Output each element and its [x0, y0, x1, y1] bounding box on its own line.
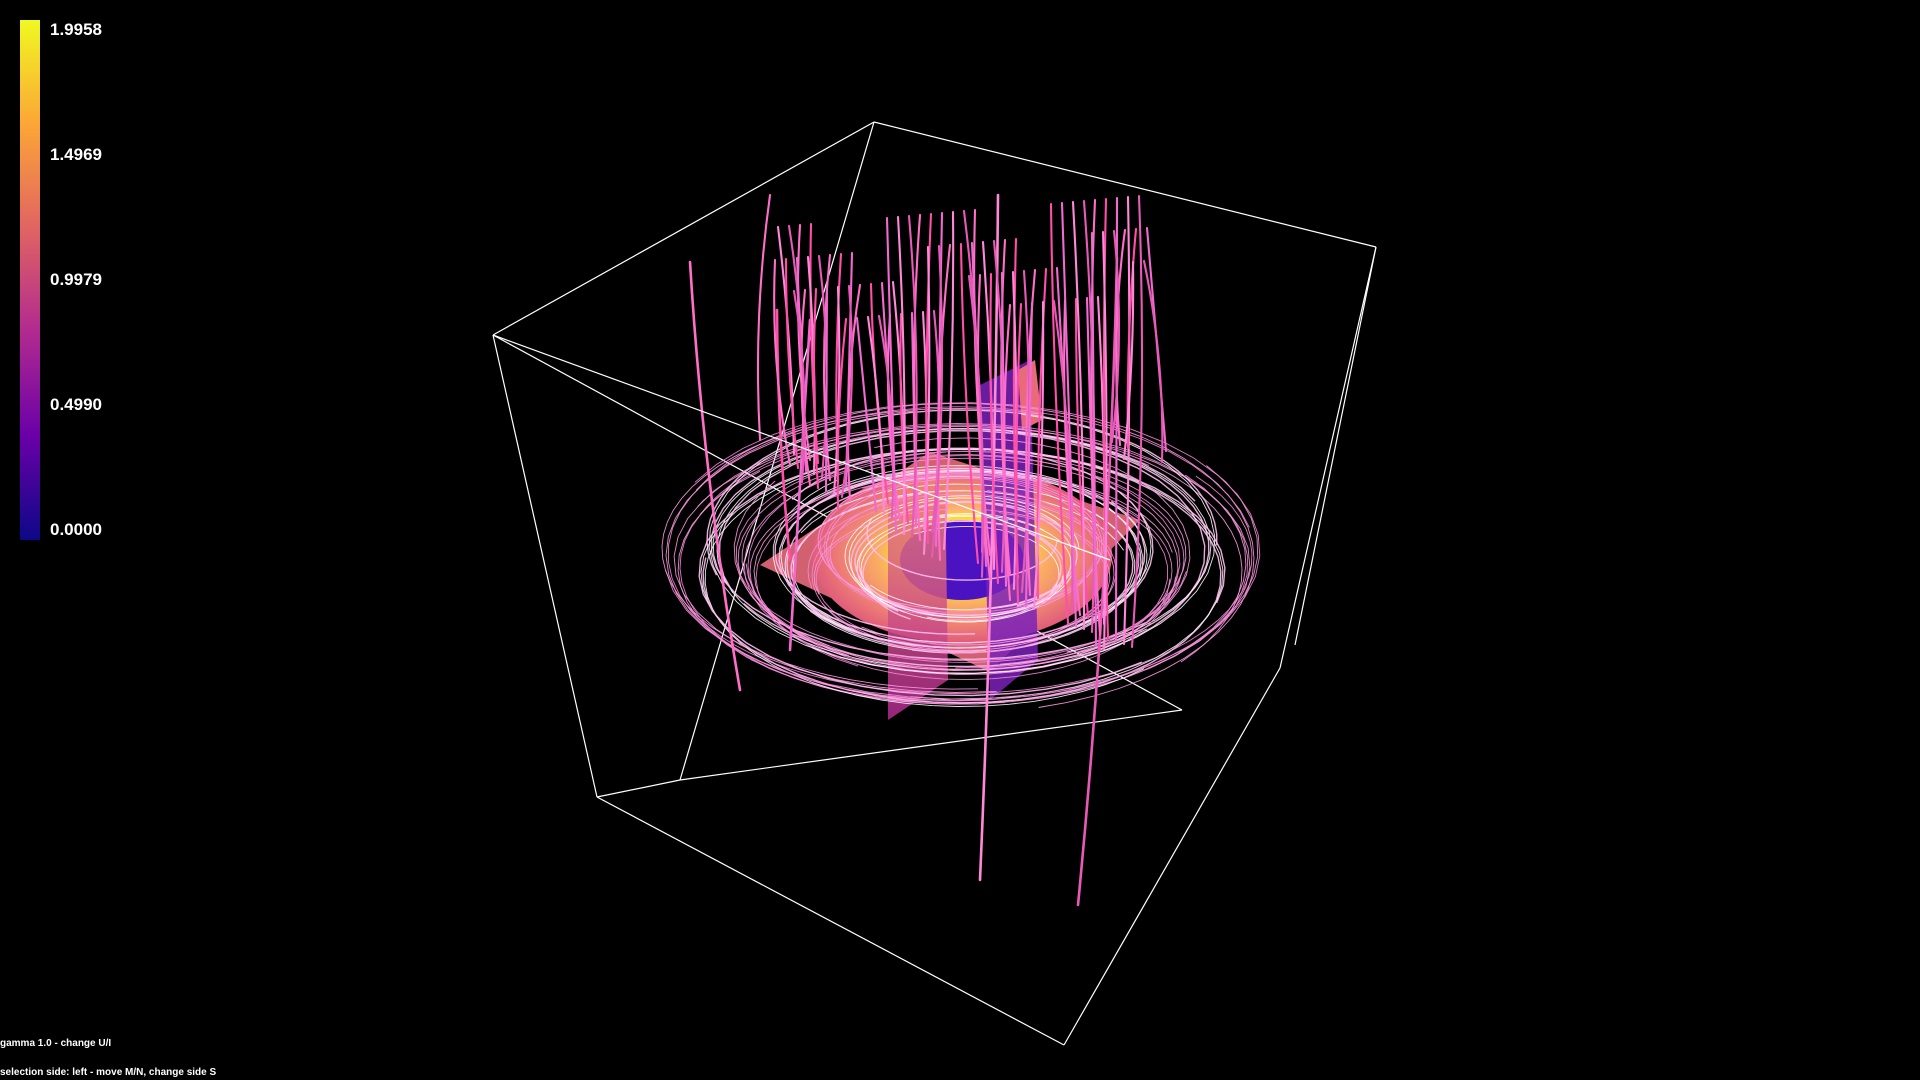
vertical-streamlines: [688, 193, 1168, 907]
box-edge: [492, 334, 598, 798]
vertical-streamline: [788, 318, 812, 652]
vertical-streamline: [1142, 259, 1164, 464]
vertical-streamline: [846, 283, 862, 502]
vertical-streamline: [824, 286, 829, 493]
vertical-streamline: [989, 272, 1000, 585]
swirl-line: [854, 518, 1070, 616]
swirl-line: [686, 475, 1253, 694]
vertical-streamline: [840, 284, 854, 499]
vertical-streamline: [912, 213, 922, 542]
swirl-line: [850, 501, 1074, 612]
vertical-streamline: [812, 287, 820, 490]
vertical-streamline: [907, 214, 918, 539]
vertical-streamline: [822, 253, 832, 482]
box-edge: [679, 709, 1183, 781]
vertical-streamline: [1076, 256, 1119, 907]
vertical-streamline: [922, 245, 931, 556]
swirl-line: [866, 518, 1058, 581]
vertical-streamline: [773, 258, 792, 467]
colorbar: [20, 20, 40, 540]
colorbar-tick-max: 1.9958: [50, 20, 102, 39]
vertical-streamline: [688, 260, 742, 692]
colorbar-tick-min: 0.0000: [50, 520, 102, 539]
colorbar-tick-50: 0.9979: [50, 270, 102, 289]
box-edge: [596, 779, 681, 798]
vertical-streamline: [1130, 194, 1144, 649]
vertical-streamline: [796, 223, 812, 462]
box-edge: [1063, 667, 1281, 1046]
vertical-streamline: [973, 208, 992, 557]
colorbar-tick-75: 1.4969: [50, 145, 102, 164]
vertical-streamline: [1049, 202, 1070, 625]
vertical-streamline: [1090, 231, 1098, 648]
box-edge: [1279, 246, 1377, 669]
vertical-streamline: [976, 273, 992, 582]
gamma-status: gamma 1.0 - change U/I: [0, 1038, 112, 1049]
swirl-line: [861, 474, 1173, 665]
box-edge: [596, 796, 1065, 1046]
vertical-streamline: [885, 216, 898, 533]
vertical-streamline: [1002, 303, 1012, 602]
vertical-streamline: [1071, 200, 1086, 631]
swirl-line: [708, 413, 1216, 674]
swirl-line: [695, 403, 1255, 708]
swirl-line: [848, 497, 1075, 619]
vertical-streamline: [896, 215, 906, 536]
swirl-line: [794, 465, 1148, 619]
vertical-streamline: [930, 244, 944, 559]
box-edge: [492, 334, 1111, 561]
vertical-streamline: [1060, 201, 1078, 628]
vertical-streamline: [1032, 300, 1045, 611]
vertical-streamline: [866, 315, 886, 516]
vertical-streamline: [1024, 301, 1034, 608]
vertical-streamline: [886, 313, 902, 522]
vertical-streamline: [1122, 260, 1135, 461]
swirl-line: [813, 508, 1111, 646]
box-edge: [1294, 246, 1377, 646]
vertical-streamline: [756, 193, 772, 442]
vertical-streamline: [1110, 229, 1121, 444]
swirl-line: [698, 447, 1226, 697]
swirl-line: [811, 504, 1067, 654]
vertical-streamline: [978, 193, 1000, 882]
swirl-line: [677, 470, 1247, 705]
colorbar-tick-25: 0.4990: [50, 395, 102, 414]
swirl-line: [791, 447, 1154, 649]
vertical-streamline: [936, 243, 952, 562]
selection-status: selection side: left - move M/N, change …: [0, 1067, 217, 1078]
vertical-streamline: [1122, 195, 1131, 646]
vertical-streamline: [1063, 298, 1082, 617]
swirl-line: [825, 477, 1099, 621]
vertical-streamline: [1052, 299, 1074, 614]
vertical-streamline: [959, 242, 980, 565]
bounding-box-front: [492, 121, 1377, 1046]
swirl-line: [661, 407, 1040, 690]
vertical-streamline: [1074, 297, 1090, 620]
vertical-streamline: [784, 257, 800, 470]
swirl-line: [844, 495, 1080, 605]
vertical-streamline: [836, 317, 848, 510]
vertical-streamline: [1101, 230, 1108, 651]
vertical-streamline: [1115, 228, 1127, 447]
vertical-streamline: [832, 285, 841, 496]
vertical-streamline: [792, 289, 806, 484]
vertical-streamline: [877, 314, 895, 519]
vertical-streamline: [800, 288, 812, 487]
vertical-streamline: [775, 308, 792, 562]
swirl-line: [706, 409, 1218, 576]
vertical-streamline: [855, 316, 878, 513]
vertical-streamline: [1015, 302, 1023, 605]
vertical-streamline: [899, 312, 910, 525]
box-edge: [873, 121, 1377, 248]
box-edge: [492, 121, 875, 336]
vertical-streamline: [942, 210, 955, 551]
vertical-streamline: [967, 274, 985, 579]
swirl-line: [807, 493, 1117, 644]
